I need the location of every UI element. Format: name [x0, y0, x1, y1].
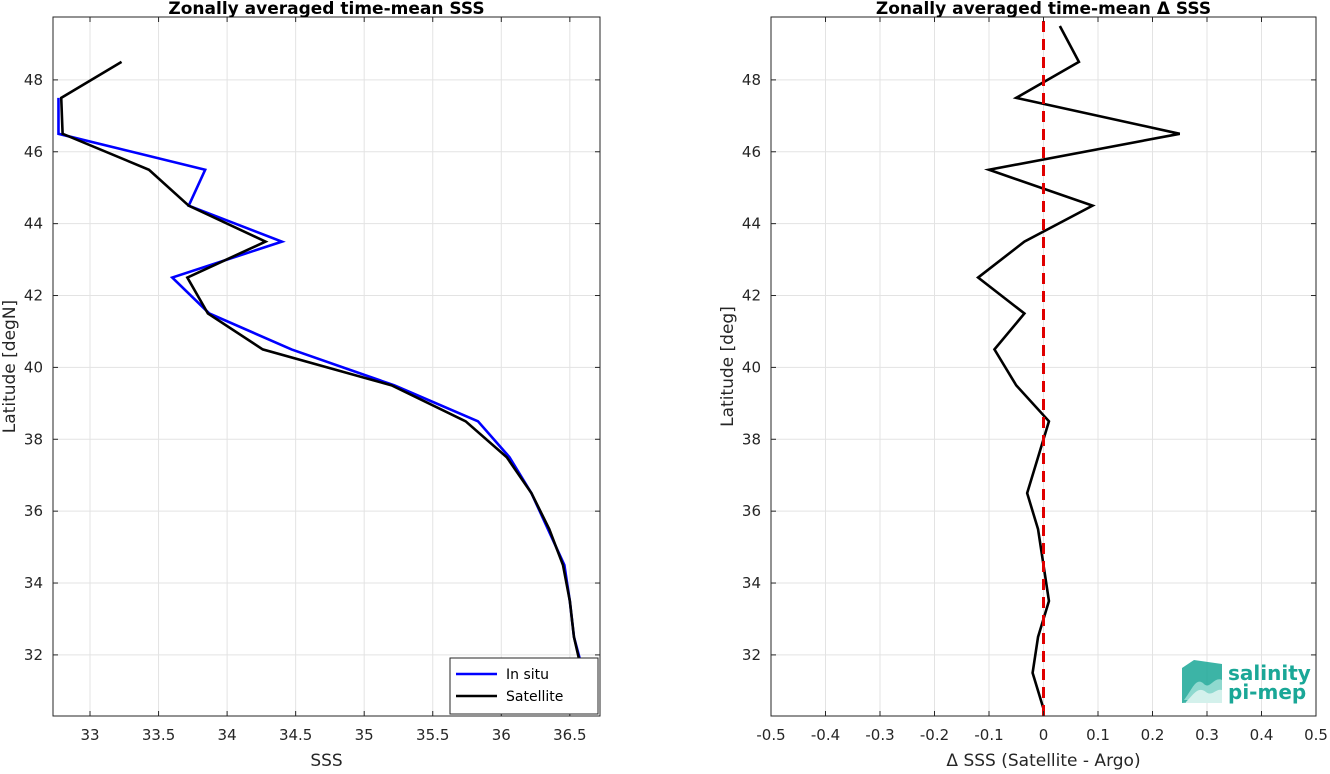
x-tick-label: -0.1 [974, 726, 1003, 744]
x-tick-label: 36 [492, 726, 511, 744]
y-tick-label: 32 [24, 646, 43, 664]
x-tick-label: 35.5 [416, 726, 449, 744]
x-tick-label: -0.5 [756, 726, 785, 744]
y-tick-label: 48 [24, 71, 43, 89]
y-tick-label: 34 [24, 574, 43, 592]
x-tick-label: 0 [1039, 726, 1049, 744]
x-tick-label: 0.4 [1250, 726, 1274, 744]
delta-sss-line [975, 25, 1181, 710]
panel-1: 33 33.5 34 34.5 35 35.5 36 36.5 32 34 36 38 40 42 44 46… [0, 0, 601, 771]
legend-label: Satellite [506, 689, 563, 705]
legend-box [449, 657, 599, 715]
y-tick-label: 32 [742, 646, 761, 664]
legend-label: In situ [506, 667, 549, 683]
y-tick-label: 42 [24, 287, 43, 305]
x-tick-label: 0.3 [1195, 726, 1219, 744]
x-tick-label: 33 [80, 726, 99, 744]
x-tick-label: 0.5 [1304, 726, 1328, 744]
logo-text-line2: pi-mep [1228, 680, 1306, 704]
y-tick-label: 38 [742, 430, 761, 448]
y-tick-label: 48 [742, 71, 761, 89]
y-tick-label: 40 [742, 358, 761, 376]
y-tick-label: 46 [742, 143, 761, 161]
x-tick-label: 34.5 [279, 726, 312, 744]
y-tick-label: 38 [24, 430, 43, 448]
chart-title: Zonally averaged time-mean Δ SSS [876, 0, 1211, 19]
y-axis-label: Latitude [deg] [718, 306, 738, 427]
x-tick-label: 33.5 [142, 726, 175, 744]
y-tick-label: 36 [742, 502, 761, 520]
x-tick-label: 0.1 [1086, 726, 1110, 744]
y-tick-label: 46 [24, 143, 43, 161]
x-tick-label: -0.2 [920, 726, 949, 744]
axes-box [52, 16, 601, 717]
satellite-line [59, 60, 599, 710]
x-axis-label: Δ SSS (Satellite - Argo) [946, 751, 1140, 770]
x-tick-label: 0.2 [1141, 726, 1165, 744]
x-axis-label: SSS [310, 751, 342, 770]
y-axis-label: Latitude [degN] [0, 300, 20, 433]
x-tick-label: 34 [218, 726, 237, 744]
y-tick-label: 34 [742, 574, 761, 592]
y-tick-label: 42 [742, 287, 761, 305]
legend: In situ Satellite [449, 657, 599, 715]
logo-wave [1186, 689, 1222, 703]
y-tick-label: 40 [24, 358, 43, 376]
x-tick-label: -0.4 [811, 726, 840, 744]
y-tick-label: 44 [24, 215, 43, 233]
x-tick-label: 35 [355, 726, 374, 744]
logo-text-line1: salinity [1228, 661, 1311, 685]
panel-2: -0.5 -0.4 -0.3 -0.2 -0.1 0 0.1 0.2 0.3 0.4 0.5 32 34… [718, 0, 1328, 771]
chart-title: Zonally averaged time-mean SSS [168, 0, 484, 19]
y-tick-label: 36 [24, 502, 43, 520]
x-tick-label: -0.3 [865, 726, 894, 744]
x-tick-label: 36.5 [553, 726, 586, 744]
y-tick-label: 44 [742, 215, 761, 233]
